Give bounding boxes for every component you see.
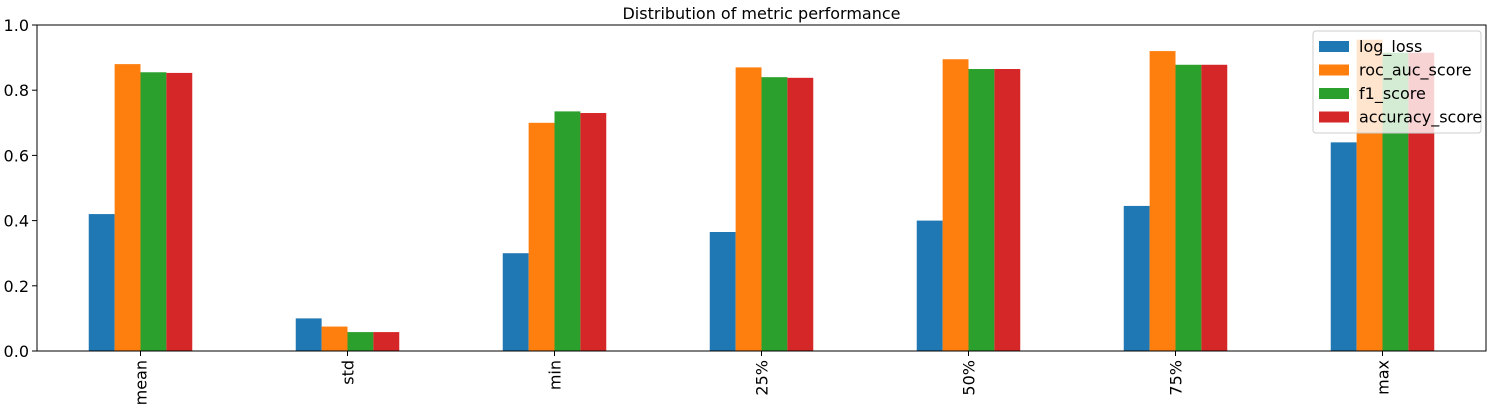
- bars-layer: [88, 39, 1435, 352]
- legend-label-roc_auc_score: roc_auc_score: [1359, 61, 1472, 81]
- y-tick-label: 0.0: [4, 342, 29, 361]
- chart-title: Distribution of metric performance: [622, 4, 900, 23]
- bar-log_loss-std: [295, 318, 322, 351]
- bar-accuracy_score-25%: [787, 77, 814, 351]
- bar-roc_auc_score-75%: [1149, 51, 1176, 351]
- bar-log_loss-max: [1330, 142, 1357, 351]
- legend-box: [1312, 30, 1482, 134]
- bar-f1_score-mean: [140, 72, 167, 352]
- bar-log_loss-75%: [1123, 205, 1150, 351]
- y-tick-label: 0.2: [4, 277, 29, 296]
- bar-accuracy_score-mean: [166, 72, 193, 352]
- legend-label-f1_score: f1_score: [1359, 84, 1426, 104]
- y-axis: 0.0 0.2 0.4 0.6 0.8 1.0: [4, 16, 37, 361]
- y-tick-label: 0.6: [4, 146, 29, 165]
- x-tick-label-25%: 25%: [753, 360, 772, 396]
- bar-accuracy_score-75%: [1201, 64, 1228, 352]
- x-tick-label-min: min: [546, 360, 565, 390]
- bar-roc_auc_score-mean: [114, 64, 141, 352]
- bar-roc_auc_score-50%: [942, 59, 969, 351]
- bar-log_loss-25%: [709, 232, 736, 351]
- bar-roc_auc_score-25%: [735, 67, 762, 351]
- legend-label-log_loss: log_loss: [1359, 37, 1422, 57]
- x-tick-label-std: std: [339, 360, 358, 385]
- bar-accuracy_score-50%: [994, 69, 1021, 351]
- legend-swatch-f1_score: [1319, 88, 1349, 99]
- legend-swatch-roc_auc_score: [1319, 64, 1349, 76]
- x-tick-label-max: max: [1374, 360, 1393, 395]
- x-axis: mean std min 25% 50% 75% max: [132, 351, 1393, 405]
- x-tick-label-50%: 50%: [960, 360, 979, 396]
- legend-swatch-log_loss: [1319, 41, 1349, 52]
- bar-log_loss-min: [502, 253, 529, 351]
- x-tick-label-75%: 75%: [1167, 360, 1186, 396]
- legend-swatch-accuracy_score: [1319, 111, 1349, 123]
- bar-f1_score-50%: [968, 69, 995, 351]
- bar-log_loss-50%: [916, 220, 943, 351]
- bar-roc_auc_score-min: [528, 122, 555, 351]
- bar-accuracy_score-min: [580, 113, 607, 352]
- legend-label-accuracy_score: accuracy_score: [1359, 108, 1482, 128]
- y-tick-label: 0.4: [4, 212, 29, 231]
- bar-f1_score-std: [347, 332, 374, 351]
- bar-roc_auc_score-std: [321, 326, 348, 351]
- legend: log_loss roc_auc_score f1_score accuracy_sc…: [1312, 30, 1482, 134]
- bar-f1_score-min: [554, 111, 581, 351]
- x-tick-label-mean: mean: [132, 360, 151, 405]
- bar-accuracy_score-std: [373, 332, 400, 351]
- bar-log_loss-mean: [88, 214, 115, 351]
- y-tick-label: 0.8: [4, 81, 29, 100]
- y-tick-label: 1.0: [4, 16, 29, 35]
- bar-f1_score-75%: [1175, 64, 1202, 352]
- bar-f1_score-25%: [761, 77, 788, 351]
